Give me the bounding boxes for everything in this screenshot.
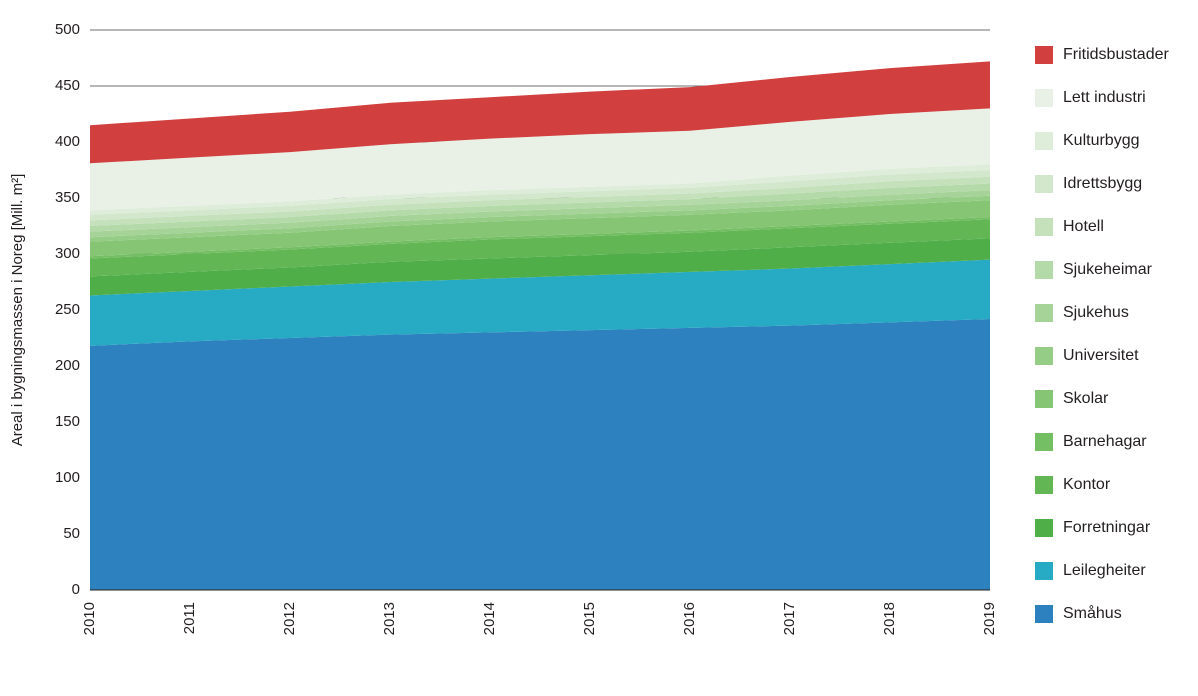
- legend-swatch: [1035, 304, 1053, 322]
- legend-item-lettindustri: Lett industri: [1035, 89, 1169, 107]
- y-tick-label: 450: [55, 77, 80, 94]
- legend-swatch: [1035, 390, 1053, 408]
- x-tick-label: 2011: [181, 602, 198, 634]
- y-tick-label: 100: [55, 469, 80, 486]
- area-smahus: [90, 319, 990, 590]
- legend-swatch: [1035, 476, 1053, 494]
- y-tick-label: 350: [55, 189, 80, 206]
- legend-item-forretningar: Forretningar: [1035, 519, 1169, 537]
- legend-item-kulturbygg: Kulturbygg: [1035, 132, 1169, 150]
- legend-label: Kulturbygg: [1063, 132, 1140, 150]
- legend-swatch: [1035, 175, 1053, 193]
- legend-item-kontor: Kontor: [1035, 476, 1169, 494]
- y-tick-label: 400: [55, 133, 80, 150]
- legend-label: Sjukeheimar: [1063, 261, 1152, 279]
- legend-swatch: [1035, 132, 1053, 150]
- legend-swatch: [1035, 218, 1053, 236]
- y-tick-label: 0: [72, 581, 80, 598]
- legend-item-idrettsbygg: Idrettsbygg: [1035, 175, 1169, 193]
- legend-label: Skolar: [1063, 390, 1108, 408]
- legend-label: Leilegheiter: [1063, 562, 1146, 580]
- y-axis-title: Areal i bygningsmassen i Noreg [Mill. m²…: [9, 174, 26, 447]
- legend-label: Universitet: [1063, 347, 1139, 365]
- x-tick-label: 2013: [381, 602, 398, 635]
- x-tick-label: 2010: [81, 602, 98, 635]
- x-tick-label: 2014: [481, 602, 498, 635]
- legend-item-barnehagar: Barnehagar: [1035, 433, 1169, 451]
- legend-swatch: [1035, 605, 1053, 623]
- area-layers: [90, 61, 990, 590]
- legend-item-skolar: Skolar: [1035, 390, 1169, 408]
- legend-label: Kontor: [1063, 476, 1110, 494]
- y-tick-label: 50: [63, 525, 80, 542]
- y-tick-label: 200: [55, 357, 80, 374]
- legend-label: Sjukehus: [1063, 304, 1129, 322]
- legend-item-smahus: Småhus: [1035, 605, 1169, 623]
- legend-label: Småhus: [1063, 605, 1122, 623]
- x-tick-label: 2015: [581, 602, 598, 635]
- y-tick-label: 500: [55, 21, 80, 38]
- y-tick-label: 150: [55, 413, 80, 430]
- legend-label: Fritidsbustader: [1063, 46, 1169, 64]
- legend-swatch: [1035, 46, 1053, 64]
- legend-label: Hotell: [1063, 218, 1104, 236]
- legend-swatch: [1035, 562, 1053, 580]
- legend-item-sjukeheimar: Sjukeheimar: [1035, 261, 1169, 279]
- legend-item-leilegheiter: Leilegheiter: [1035, 562, 1169, 580]
- legend-item-hotell: Hotell: [1035, 218, 1169, 236]
- x-axis-labels: 2010 2011 2012 2013 2014 2015 2016 2017 2018 2019: [81, 602, 998, 635]
- stacked-area-chart: 0501001502002503003504004505002010201120…: [0, 0, 1198, 696]
- x-tick-label: 2019: [981, 602, 998, 635]
- legend-item-sjukehus: Sjukehus: [1035, 304, 1169, 322]
- legend-item-universitet: Universitet: [1035, 347, 1169, 365]
- legend-label: Idrettsbygg: [1063, 175, 1142, 193]
- legend-swatch: [1035, 347, 1053, 365]
- x-tick-label: 2012: [281, 602, 298, 635]
- legend-swatch: [1035, 519, 1053, 537]
- x-tick-label: 2018: [881, 602, 898, 635]
- x-tick-label: 2017: [781, 602, 798, 635]
- legend-swatch: [1035, 261, 1053, 279]
- legend-label: Barnehagar: [1063, 433, 1147, 451]
- y-tick-label: 300: [55, 245, 80, 262]
- legend-label: Lett industri: [1063, 89, 1146, 107]
- legend-swatch: [1035, 433, 1053, 451]
- legend-label: Forretningar: [1063, 519, 1150, 537]
- chart-legend: Fritidsbustader Lett industri Kulturbygg Id…: [1035, 46, 1169, 623]
- x-tick-label: 2016: [681, 602, 698, 635]
- legend-swatch: [1035, 89, 1053, 107]
- y-tick-label: 250: [55, 301, 80, 318]
- legend-item-fritidsbust: Fritidsbustader: [1035, 46, 1169, 64]
